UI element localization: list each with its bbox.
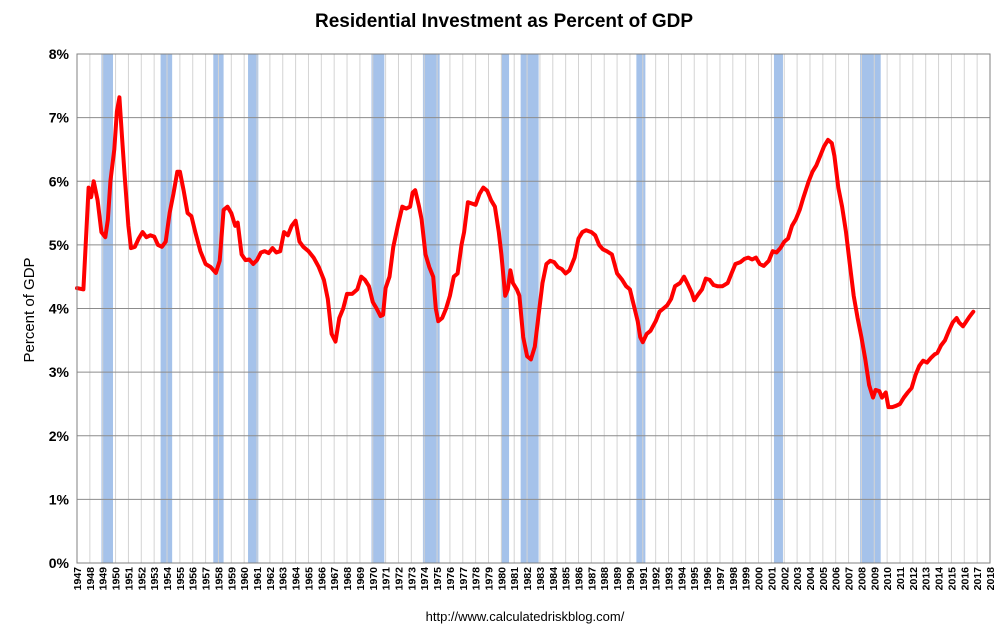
x-tick-label: 1963 [278,567,290,591]
x-tick-label: 1980 [496,567,508,591]
x-tick-label: 2001 [766,567,778,591]
y-tick-label: 2% [49,428,70,444]
x-tick-label: 1991 [638,567,650,591]
x-tick-label: 1967 [329,567,341,591]
x-tick-label: 1959 [226,567,238,591]
x-tick-label: 1997 [715,567,727,591]
y-tick-label: 6% [49,173,70,189]
x-tick-label: 1954 [162,567,174,591]
x-tick-label: 1982 [522,567,534,591]
x-tick-label: 2006 [831,567,843,591]
x-tick-label: 2007 [844,567,856,591]
x-axis-ticks: 1947 1948 1949 1950 1951 1952 1953 1954 1955 1956… [72,567,997,591]
y-axis-label: Percent of GDP [21,257,38,362]
x-tick-label: 2010 [882,567,894,591]
x-tick-label: 2009 [869,567,881,591]
x-tick-label: 1977 [458,567,470,591]
x-tick-label: 2015 [946,567,958,591]
x-tick-label: 1956 [188,567,200,591]
x-tick-label: 1964 [291,567,303,591]
x-tick-label: 1973 [406,567,418,591]
x-tick-label: 1966 [316,567,328,591]
chart-title: Residential Investment as Percent of GDP [315,11,693,32]
x-tick-label: 1971 [381,567,393,591]
x-tick-label: 1955 [175,567,187,591]
x-tick-label: 1951 [123,567,135,591]
x-tick-label: 1968 [342,567,354,591]
x-tick-label: 1965 [303,567,315,591]
x-tick-label: 1989 [612,567,624,591]
x-tick-label: 2000 [754,567,766,591]
y-tick-label: 4% [49,301,70,317]
x-tick-label: 1970 [368,567,380,591]
x-tick-label: 2004 [805,567,817,591]
x-tick-label: 1969 [355,567,367,591]
x-tick-label: 1979 [483,567,495,591]
x-tick-label: 1999 [741,567,753,591]
x-tick-label: 1974 [419,567,431,591]
x-tick-label: 1950 [111,567,123,591]
series-layer [75,95,976,410]
x-tick-label: 2014 [934,567,946,591]
x-tick-label: 1985 [561,567,573,591]
x-tick-label: 1948 [85,567,97,591]
x-tick-label: 2018 [985,567,997,591]
x-tick-label: 2005 [818,567,830,591]
y-tick-label: 5% [49,237,70,253]
x-tick-label: 1993 [664,567,676,591]
y-tick-label: 7% [49,110,70,126]
x-tick-label: 1952 [136,567,148,591]
x-tick-label: 1992 [651,567,663,591]
x-tick-label: 1995 [689,567,701,591]
x-tick-label: 2003 [792,567,804,591]
x-tick-label: 1978 [471,567,483,591]
x-tick-label: 2013 [921,567,933,591]
x-tick-label: 1947 [72,567,84,591]
x-tick-label: 1998 [728,567,740,591]
y-tick-label: 1% [49,491,70,507]
y-tick-label: 0% [49,555,70,571]
y-axis-ticks: 0% 1% 2% 3% 4% 5% 6% 7% 8% [49,46,70,571]
source-note: http://www.calculatedriskblog.com/ [426,609,625,624]
x-tick-label: 1994 [676,567,688,591]
series-line [75,95,976,410]
x-tick-label: 1990 [625,567,637,591]
x-tick-label: 1958 [213,567,225,591]
x-tick-label: 1986 [574,567,586,591]
x-tick-label: 2016 [959,567,971,591]
x-tick-label: 1983 [535,567,547,591]
x-tick-label: 2012 [908,567,920,591]
x-tick-label: 1961 [252,567,264,591]
x-tick-label: 1953 [149,567,161,591]
x-tick-label: 1960 [239,567,251,591]
x-tick-label: 1987 [586,567,598,591]
x-tick-label: 1984 [548,567,560,591]
x-tick-label: 1976 [445,567,457,591]
x-tick-label: 2017 [972,567,984,591]
x-tick-label: 1972 [393,567,405,591]
x-tick-label: 1975 [432,567,444,591]
x-tick-label: 1996 [702,567,714,591]
plot-border [76,53,991,564]
x-tick-label: 1962 [265,567,277,591]
y-tick-label: 8% [49,46,70,62]
x-tick-label: 2008 [856,567,868,591]
x-tick-label: 2011 [895,567,907,590]
x-tick-label: 1981 [509,567,521,591]
y-tick-label: 3% [49,364,70,380]
x-tick-label: 1957 [201,567,213,591]
x-tick-label: 1988 [599,567,611,591]
x-tick-label: 1949 [98,567,110,591]
plot-area [75,53,991,564]
x-tick-label: 2002 [779,567,791,591]
